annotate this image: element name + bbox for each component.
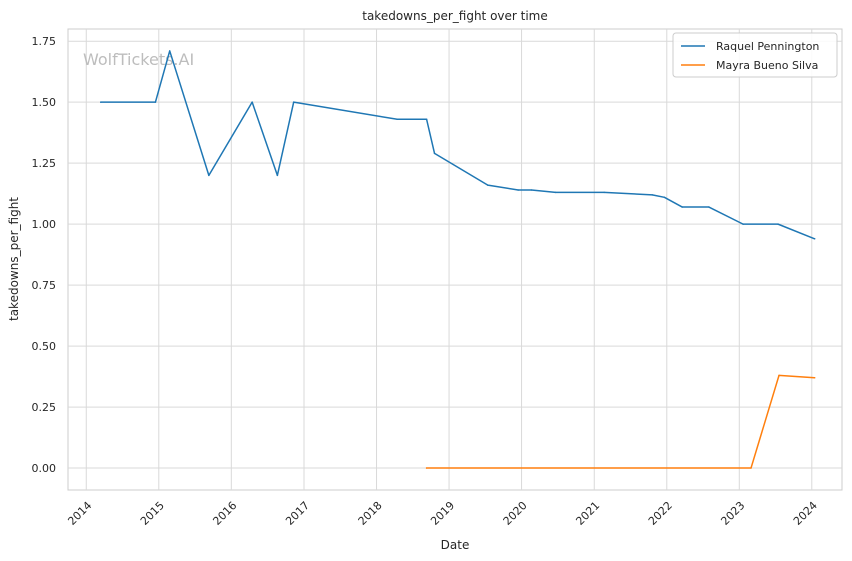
- legend-box: [672, 32, 838, 78]
- series-line: [100, 50, 816, 240]
- data-point: [517, 189, 519, 191]
- data-point: [487, 184, 489, 186]
- data-point: [681, 206, 684, 208]
- data-point: [425, 467, 428, 469]
- data-point: [276, 174, 279, 177]
- data-point: [813, 377, 816, 379]
- legend-label: Raquel Pennington: [716, 40, 819, 53]
- data-point: [396, 118, 398, 120]
- data-point: [251, 101, 253, 103]
- plot-frame: [67, 28, 843, 491]
- data-point: [777, 223, 779, 225]
- series-2: [425, 374, 816, 469]
- legend: Raquel Pennington Mayra Bueno Silva: [672, 32, 838, 78]
- data-point: [425, 118, 428, 120]
- data-point: [208, 174, 210, 177]
- chart-title: takedowns_per_fight over time: [362, 9, 548, 23]
- y-tick-label: 1.75: [32, 35, 57, 48]
- x-axis-label: Date: [441, 538, 470, 552]
- y-tick-label: 0.75: [32, 279, 57, 292]
- y-tick-label: 1.50: [32, 96, 57, 109]
- watermark-text: WolfTickets.AI: [83, 50, 194, 69]
- data-point: [778, 374, 780, 377]
- y-axis-ticks: 0.00 0.25 0.50 0.75 1.00 1.25 1.50 1.75: [32, 35, 57, 475]
- data-point: [708, 206, 710, 208]
- data-point: [168, 50, 171, 52]
- data-point: [750, 467, 752, 469]
- series-line: [425, 374, 816, 469]
- data-point: [663, 196, 666, 199]
- series-1: [100, 50, 816, 240]
- y-tick-label: 0.50: [32, 340, 57, 353]
- data-point: [651, 194, 654, 196]
- data-point: [433, 152, 436, 155]
- series-lines: [100, 50, 816, 469]
- data-point: [154, 101, 157, 103]
- legend-label: Mayra Bueno Silva: [716, 59, 818, 72]
- y-tick-label: 1.25: [32, 157, 57, 170]
- y-tick-label: 0.25: [32, 401, 57, 414]
- data-point: [100, 101, 102, 103]
- data-point: [742, 223, 744, 225]
- legend-items: Raquel Pennington Mayra Bueno Silva: [681, 40, 819, 72]
- data-point: [292, 101, 295, 103]
- y-tick-label: 1.00: [32, 218, 57, 231]
- y-tick-label: 0.00: [32, 462, 57, 475]
- y-axis-label: takedowns_per_fight: [7, 197, 21, 321]
- data-point: [530, 189, 533, 191]
- data-point: [554, 191, 557, 194]
- plot-area: WolfTickets.AI: [67, 28, 843, 491]
- data-point: [603, 191, 605, 194]
- data-point: [813, 238, 816, 240]
